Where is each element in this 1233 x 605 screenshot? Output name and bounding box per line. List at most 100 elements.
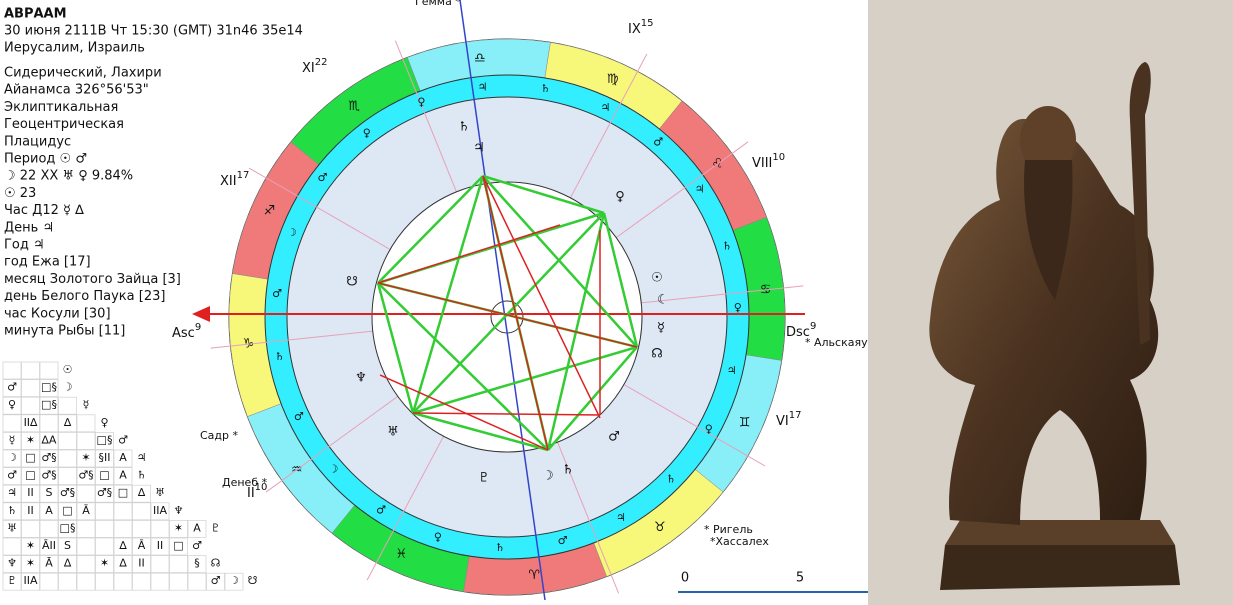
grid-cell bbox=[76, 484, 96, 503]
star-label: *Хассалех bbox=[710, 535, 769, 548]
house-degree: 10 bbox=[772, 152, 785, 163]
house-label: XI22 bbox=[302, 57, 327, 76]
grid-symbol: ♄ bbox=[7, 504, 17, 517]
setting-line: Год ♃ bbox=[4, 238, 45, 253]
setting-line: месяц Золотого Зайца [3] bbox=[4, 272, 181, 287]
grid-cell bbox=[2, 520, 22, 538]
setting-line: Геоцентрическая bbox=[4, 117, 124, 132]
house-label: II10 bbox=[247, 482, 267, 501]
house-label: IX15 bbox=[628, 18, 653, 37]
sign-glyph: ♏ bbox=[348, 99, 360, 114]
grid-cell bbox=[150, 555, 170, 573]
grid-symbol: ♃ bbox=[137, 451, 147, 464]
grid-symbol: Ā bbox=[82, 504, 90, 517]
setting-line: день Белого Паука [23] bbox=[4, 289, 165, 304]
cusp-line bbox=[569, 53, 648, 199]
grid-cell bbox=[132, 520, 151, 538]
aspect-line bbox=[377, 282, 549, 451]
planet-glyph: ♂ bbox=[608, 430, 620, 445]
ring-glyph: ♃ bbox=[478, 80, 488, 93]
grid-cell bbox=[76, 572, 96, 591]
grid-cell bbox=[39, 520, 59, 538]
aspect-line bbox=[412, 411, 549, 452]
grid-symbol: S bbox=[46, 486, 53, 499]
grid-symbol: □§ bbox=[41, 398, 57, 411]
grid-cell bbox=[95, 572, 114, 591]
grid-cell bbox=[113, 555, 133, 573]
grid-symbol: □ bbox=[173, 539, 183, 552]
planet-glyph: ♆ bbox=[355, 371, 367, 386]
setting-line: День ♃ bbox=[4, 220, 54, 235]
grid-cell bbox=[39, 502, 59, 521]
grid-cell bbox=[21, 484, 40, 503]
house-name: II bbox=[247, 486, 255, 501]
grid-symbol: ☿ bbox=[9, 433, 16, 446]
grid-cell bbox=[39, 414, 59, 433]
grid-cell bbox=[21, 379, 40, 397]
planet-glyph: ☋ bbox=[346, 275, 358, 290]
setting-line: год Ежа [17] bbox=[4, 255, 91, 270]
grid-cell bbox=[39, 379, 59, 397]
grid-cell bbox=[2, 361, 22, 380]
grid-cell bbox=[58, 572, 77, 591]
grid-cell bbox=[169, 555, 188, 573]
house-name: VIII bbox=[752, 156, 772, 171]
grid-cell bbox=[132, 484, 151, 503]
grid-cell bbox=[95, 484, 114, 503]
grid-symbol: ♂ bbox=[7, 381, 17, 394]
grid-symbol: ∆ bbox=[137, 486, 146, 499]
planet-glyph: ♃ bbox=[473, 141, 485, 156]
grid-symbol: ♂§ bbox=[78, 469, 93, 482]
scale-label: 0 bbox=[681, 571, 689, 586]
grid-symbol: □§ bbox=[97, 433, 113, 446]
setting-line: минута Рыбы [11] bbox=[4, 324, 125, 339]
aspect-line bbox=[379, 374, 549, 451]
statue-head bbox=[1020, 106, 1076, 174]
grid-symbol: □ bbox=[118, 486, 128, 499]
ring-glyph: ♃ bbox=[695, 183, 705, 196]
setting-line: Айанамса 326°56'53" bbox=[4, 83, 149, 98]
grid-cell bbox=[132, 555, 151, 573]
ring-glyph: ♀ bbox=[363, 126, 371, 139]
grid-cell bbox=[76, 449, 96, 468]
sign-glyph: ♍ bbox=[607, 72, 619, 87]
house-label: VI17 bbox=[776, 410, 801, 429]
grid-cell bbox=[2, 396, 22, 415]
grid-cell bbox=[21, 396, 40, 415]
grid-cell bbox=[169, 537, 188, 556]
setting-line: Период ☉ ♂ bbox=[4, 152, 87, 167]
sign-glyph: ♐ bbox=[264, 204, 276, 219]
grid-cell bbox=[58, 484, 77, 503]
statue-beard bbox=[1024, 160, 1073, 300]
mc-axis bbox=[459, 0, 546, 601]
grid-symbol: II∆ bbox=[24, 416, 38, 429]
aspect-line bbox=[482, 175, 601, 419]
grid-symbol: ♂§ bbox=[41, 469, 56, 482]
grid-symbol: ĀII bbox=[42, 539, 56, 552]
grid-cell bbox=[113, 572, 133, 591]
person-name: АВРААМ bbox=[4, 7, 67, 22]
grid-cell bbox=[21, 502, 40, 521]
grid-cell bbox=[58, 537, 77, 556]
ring-glyph: ♀ bbox=[734, 301, 742, 314]
grid-symbol: ☊ bbox=[211, 557, 221, 570]
setting-line: Час Д12 ☿ ∆ bbox=[4, 203, 84, 218]
grid-symbol: ∆A bbox=[41, 433, 57, 446]
grid-symbol: ∆ bbox=[118, 539, 127, 552]
grid-cell bbox=[76, 537, 96, 556]
statue-body bbox=[929, 118, 1159, 526]
grid-symbol: II bbox=[157, 539, 164, 552]
grid-cell bbox=[58, 502, 77, 521]
ring-glyph: ♃ bbox=[616, 511, 626, 524]
grid-cell bbox=[95, 467, 114, 485]
sign-glyph: ♎ bbox=[474, 51, 486, 66]
grid-cell bbox=[132, 537, 151, 556]
planet-glyph: ☿ bbox=[657, 321, 665, 336]
grid-cell bbox=[58, 520, 77, 538]
setting-line: Сидерический, Лахири bbox=[4, 66, 162, 81]
grid-symbol: ☽ bbox=[63, 381, 73, 394]
grid-cell bbox=[113, 467, 133, 485]
grid-symbol: ♂§ bbox=[41, 451, 56, 464]
setting-line: Плацидус bbox=[4, 134, 71, 149]
